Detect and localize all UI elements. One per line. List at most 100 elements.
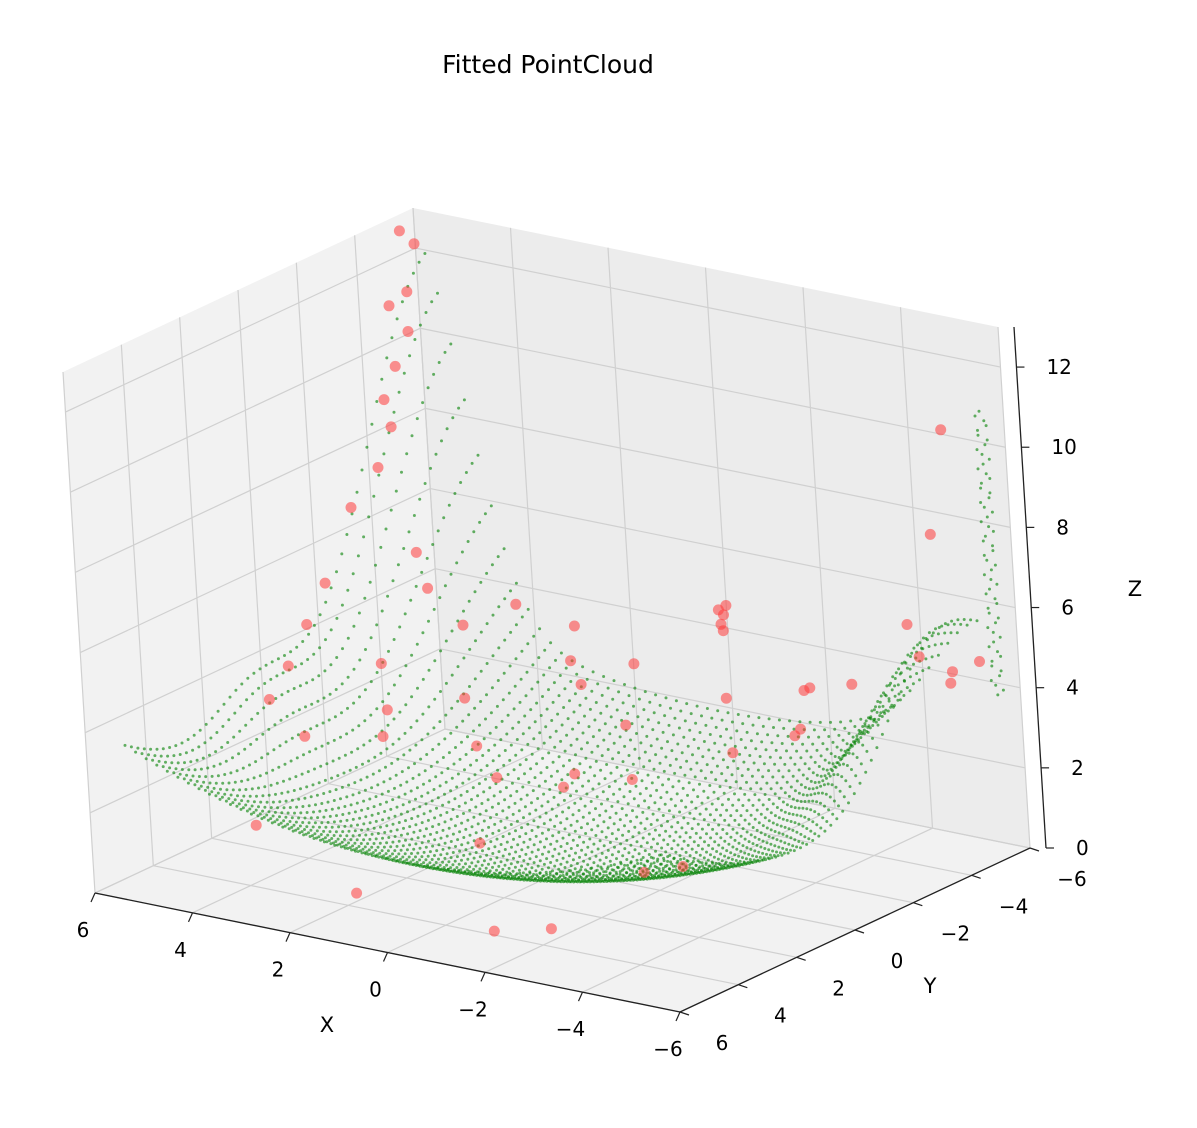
surface-point (797, 791, 801, 795)
surface-point (905, 666, 909, 670)
surface-point (670, 847, 674, 851)
surface-point (443, 792, 446, 796)
surface-point (449, 731, 453, 735)
surface-point (773, 830, 777, 833)
surface-point (399, 848, 403, 852)
surface-point (779, 786, 783, 790)
surface-point (801, 841, 805, 845)
surface-point (655, 788, 659, 792)
surface-point (235, 769, 239, 773)
surface-point (270, 660, 274, 664)
surface-point (999, 654, 1003, 658)
surface-point (373, 854, 377, 858)
surface-point (470, 825, 474, 829)
surface-point (698, 865, 702, 869)
surface-point (599, 768, 603, 772)
surface-point (789, 820, 793, 823)
observed-point (345, 502, 357, 513)
surface-point (491, 613, 495, 617)
surface-point (637, 852, 641, 856)
surface-point (981, 462, 985, 466)
observed-point (393, 225, 405, 237)
surface-point (511, 726, 515, 730)
surface-point (321, 837, 325, 841)
surface-point (931, 631, 935, 635)
surface-point (231, 788, 235, 792)
surface-point (399, 812, 403, 816)
surface-point (593, 877, 597, 881)
surface-point (890, 688, 894, 692)
surface-point (505, 816, 509, 820)
surface-point (884, 694, 888, 698)
surface-point (295, 645, 299, 649)
surface-point (449, 342, 453, 346)
surface-point (381, 818, 385, 822)
surface-point (735, 729, 739, 733)
surface-point (364, 648, 367, 651)
surface-point (480, 872, 483, 876)
surface-point (757, 837, 761, 841)
surface-point (745, 809, 749, 813)
surface-point (650, 781, 654, 785)
surface-point (686, 793, 689, 797)
surface-point (767, 717, 771, 721)
surface-point (552, 875, 556, 879)
y-tick-label: 6 (716, 1031, 729, 1055)
surface-point (714, 778, 718, 782)
surface-point (422, 861, 426, 865)
surface-point (503, 873, 506, 877)
y-tick-label: −6 (1057, 867, 1086, 891)
surface-point (372, 805, 376, 809)
surface-point (773, 762, 777, 766)
surface-point (845, 764, 849, 767)
surface-point (275, 781, 279, 785)
surface-point (255, 794, 258, 798)
surface-point (685, 702, 689, 706)
y-tick-mark (854, 929, 865, 934)
surface-point (481, 874, 485, 878)
surface-point (356, 823, 359, 827)
surface-point (625, 768, 629, 772)
surface-point (431, 748, 435, 751)
surface-point (581, 731, 585, 735)
surface-point (629, 861, 633, 865)
surface-point (482, 819, 486, 823)
surface-point (785, 780, 789, 784)
surface-point (602, 738, 606, 742)
surface-point (339, 797, 342, 801)
surface-point (684, 831, 688, 835)
surface-point (544, 811, 548, 815)
z-tick-label: 2 (1071, 756, 1084, 780)
z-tick-label: 12 (1046, 355, 1071, 379)
surface-point (510, 876, 514, 880)
surface-point (918, 641, 922, 645)
surface-point (679, 765, 683, 769)
surface-point (290, 825, 294, 829)
surface-point (390, 858, 394, 862)
surface-point (592, 842, 596, 846)
surface-point (720, 718, 724, 722)
surface-point (759, 787, 763, 791)
surface-point (823, 829, 827, 833)
surface-point (186, 738, 190, 741)
grid-line-z-left (79, 487, 431, 654)
surface-point (624, 871, 628, 875)
surface-point (620, 868, 624, 872)
surface-point (562, 876, 566, 880)
surface-point (646, 718, 650, 722)
surface-point (604, 870, 608, 874)
surface-point (286, 822, 290, 826)
surface-point (548, 666, 552, 670)
surface-point (431, 825, 435, 829)
surface-point (979, 501, 983, 504)
surface-point (717, 823, 721, 827)
surface-point (432, 788, 436, 791)
surface-point (437, 868, 441, 872)
surface-point (427, 866, 431, 870)
surface-point (658, 833, 661, 837)
surface-point (676, 821, 680, 824)
surface-point (830, 783, 834, 787)
surface-point (554, 878, 558, 882)
surface-point (588, 707, 592, 711)
surface-point (727, 823, 731, 827)
